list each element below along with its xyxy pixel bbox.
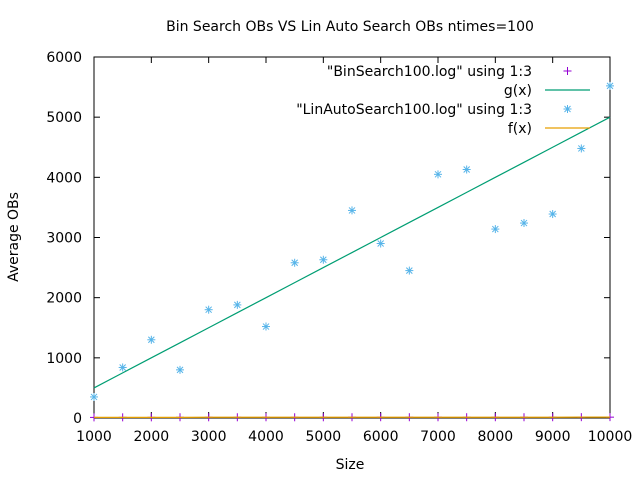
x-tick-label: 1000 [76, 429, 112, 445]
data-point [90, 392, 98, 401]
y-axis-ticks: 0 1000 2000 3000 4000 5000 6000 [46, 50, 610, 427]
x-tick-label: 4000 [248, 429, 284, 445]
x-tick-label: 7000 [420, 429, 456, 445]
x-axis-label: Size [336, 457, 365, 473]
data-point [204, 305, 213, 314]
data-point [405, 266, 414, 275]
legend-marker-sample [563, 67, 572, 75]
data-point [262, 322, 270, 331]
data-point [548, 210, 557, 219]
data-point [147, 335, 156, 344]
data-point [491, 225, 500, 234]
legend-label: g(x) [504, 83, 532, 99]
x-tick-label: 3000 [191, 429, 227, 445]
y-tick-label: 0 [73, 411, 82, 427]
y-tick-label: 3000 [46, 231, 82, 247]
y-tick-label: 1000 [46, 351, 82, 367]
y-axis-label: Average OBs [6, 192, 22, 282]
y-tick-label: 5000 [46, 110, 82, 126]
legend-label: f(x) [508, 121, 532, 137]
x-axis-ticks: 1000 2000 3000 4000 5000 6000 7000 8000 9000 1000… [76, 57, 632, 445]
x-tick-label: 2000 [134, 429, 170, 445]
data-point [290, 258, 299, 267]
legend-label: "BinSearch100.log" using 1:3 [327, 64, 532, 80]
legend: "BinSearch100.log" using 1:3 g(x) "LinAuto… [296, 64, 590, 137]
x-tick-label: 6000 [363, 429, 399, 445]
y-tick-label: 6000 [46, 50, 82, 66]
data-point [520, 219, 528, 228]
chart-title: Bin Search OBs VS Lin Auto Search OBs nt… [166, 19, 534, 35]
data-point [577, 144, 586, 153]
x-tick-label: 10000 [588, 429, 633, 445]
data-point [348, 206, 356, 215]
y-tick-label: 2000 [46, 291, 82, 307]
series-line [93, 116, 611, 389]
legend-label: "LinAutoSearch100.log" using 1:3 [296, 102, 532, 118]
data-point [118, 363, 127, 372]
data-point [376, 239, 385, 248]
data-point [319, 255, 328, 264]
data-point [176, 365, 184, 374]
data-point [233, 300, 242, 309]
series-layer [90, 81, 614, 422]
data-point [606, 81, 614, 90]
x-tick-label: 8000 [478, 429, 514, 445]
x-tick-label: 5000 [306, 429, 342, 445]
series-2 [90, 81, 614, 401]
series-1 [93, 116, 611, 389]
x-tick-label: 9000 [535, 429, 571, 445]
data-point [462, 165, 471, 174]
data-point [434, 170, 442, 179]
y-tick-label: 4000 [46, 170, 82, 186]
legend-marker-sample [563, 105, 572, 113]
